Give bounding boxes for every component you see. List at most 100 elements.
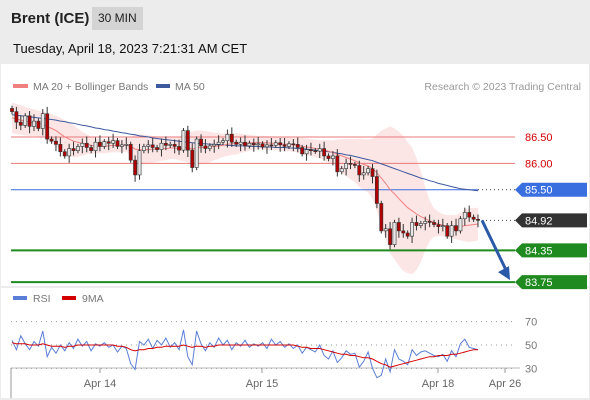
candle-103 — [462, 207, 467, 226]
candle-101 — [454, 218, 458, 236]
candle-104 — [467, 205, 472, 222]
candle-body — [27, 115, 32, 127]
candle-body — [260, 143, 265, 148]
candle-24 — [115, 138, 120, 150]
candle-12 — [62, 149, 67, 159]
rsi-line — [11, 329, 479, 379]
candle-25 — [120, 140, 124, 154]
candle-8 — [45, 106, 50, 144]
candle-66 — [300, 144, 305, 157]
candle-body — [181, 130, 186, 151]
candle-100 — [449, 220, 454, 244]
candle-2 — [18, 115, 23, 131]
level-label-84-92: 84.92 — [525, 215, 553, 227]
candle-body — [278, 142, 283, 146]
candle-body — [40, 113, 45, 129]
candle-body — [265, 144, 269, 148]
candle-30 — [141, 143, 146, 154]
candle-body — [23, 115, 28, 126]
candle-body — [405, 232, 410, 237]
candle-86 — [388, 221, 392, 250]
candle-body — [190, 149, 195, 168]
candle-63 — [287, 141, 291, 150]
candle-body — [449, 225, 454, 237]
level-label-86-50: 86.50 — [525, 132, 553, 144]
candle-body — [185, 130, 190, 151]
candle-50 — [229, 127, 234, 147]
candle-45 — [207, 143, 212, 152]
candle-31 — [146, 140, 151, 154]
candle-65 — [295, 137, 300, 153]
candle-body — [331, 155, 335, 159]
candle-body — [177, 146, 181, 151]
candle-body — [137, 150, 142, 176]
rsi-9ma-line — [11, 342, 478, 368]
candle-body — [295, 144, 300, 148]
candle-19 — [93, 137, 98, 158]
candle-body — [418, 223, 423, 226]
legend-label-ma50: MA 50 — [175, 81, 205, 93]
candle-body — [269, 144, 274, 147]
candle-3 — [23, 113, 28, 128]
candle-body — [423, 221, 428, 224]
candle-55 — [251, 138, 256, 152]
candle-body — [128, 144, 133, 161]
candle-40 — [185, 125, 190, 157]
candle-body — [54, 140, 58, 145]
forecast-arrow-head — [498, 266, 510, 281]
candle-64 — [291, 139, 296, 152]
candle-body — [396, 222, 401, 232]
candle-37 — [172, 139, 177, 154]
candle-105 — [471, 214, 476, 222]
level-label-86-00: 86.00 — [525, 158, 553, 170]
candle-body — [124, 144, 129, 146]
candle-89 — [401, 224, 406, 238]
candle-body — [141, 146, 146, 151]
candle-11 — [58, 137, 63, 157]
candle-body — [436, 224, 441, 227]
level-label-84-35: 84.35 — [525, 245, 553, 257]
legend-label-ma20: MA 20 + Bollinger Bands — [33, 81, 148, 93]
legend-swatch-rsi — [13, 296, 27, 300]
level-tag-85-50 — [515, 182, 587, 197]
candle-body — [326, 155, 331, 159]
candle-68 — [309, 142, 313, 156]
candle-body — [234, 141, 239, 145]
candle-78 — [353, 161, 357, 169]
candle-1 — [14, 106, 19, 130]
candle-87 — [392, 219, 397, 248]
candle-9 — [49, 136, 54, 144]
candle-79 — [357, 160, 362, 182]
candle-69 — [313, 148, 318, 154]
candle-body — [120, 144, 124, 147]
candle-61 — [278, 138, 283, 152]
candle-80 — [361, 165, 366, 180]
candle-46 — [212, 139, 217, 153]
candle-13 — [67, 143, 72, 163]
candle-body — [10, 108, 14, 112]
candle-body — [49, 138, 54, 142]
candle-71 — [322, 141, 327, 161]
candle-56 — [256, 136, 261, 150]
candle-99 — [445, 222, 450, 239]
candle-body — [427, 221, 432, 223]
candle-body — [225, 134, 230, 141]
candle-body — [335, 155, 340, 173]
candle-body — [322, 148, 327, 157]
candle-15 — [76, 143, 80, 154]
candle-6 — [36, 118, 41, 132]
candle-90 — [405, 230, 410, 239]
candle-body — [45, 113, 50, 140]
candle-body — [388, 228, 392, 245]
level-label-83-75: 83.75 — [525, 277, 553, 289]
candle-body — [256, 143, 261, 146]
candle-body — [150, 144, 155, 148]
candle-body — [238, 141, 243, 145]
candle-44 — [203, 139, 208, 154]
candle-60 — [273, 140, 278, 149]
timeframe-badge[interactable]: 30 MIN — [92, 7, 143, 30]
candle-body — [133, 159, 137, 176]
candle-body — [467, 212, 472, 218]
candle-98 — [440, 218, 445, 232]
